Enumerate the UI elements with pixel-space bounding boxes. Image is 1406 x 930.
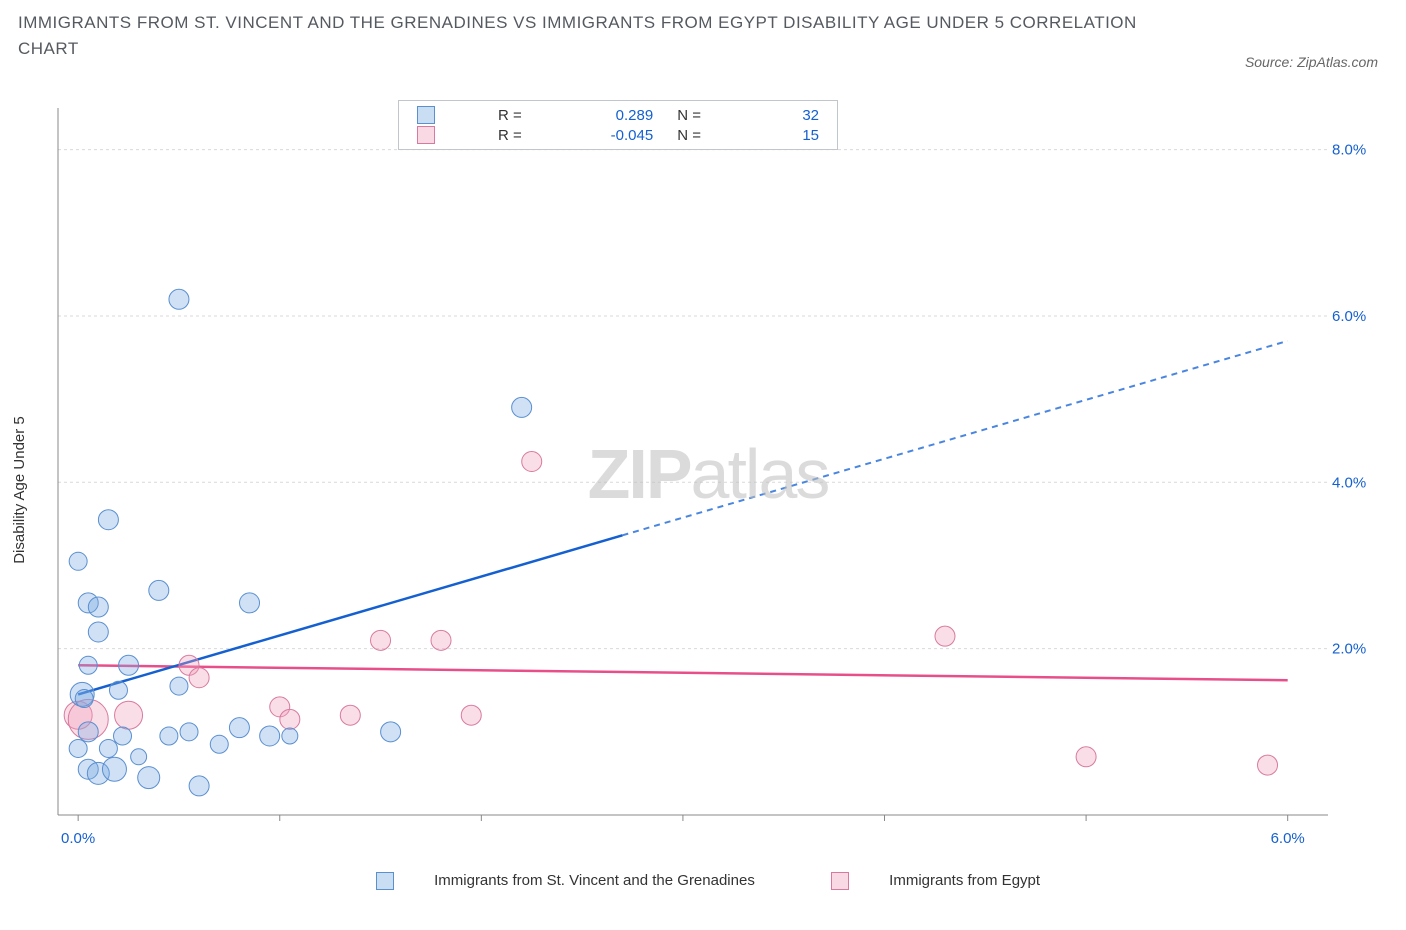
svg-text:6.0%: 6.0% bbox=[1332, 308, 1366, 325]
svg-text:8.0%: 8.0% bbox=[1332, 142, 1366, 159]
svg-text:0.0%: 0.0% bbox=[61, 830, 95, 847]
swatch-series-b-icon bbox=[831, 872, 849, 890]
legend-n-label: N = bbox=[659, 105, 773, 125]
swatch-series-a-icon bbox=[417, 106, 435, 124]
svg-text:6.0%: 6.0% bbox=[1271, 830, 1305, 847]
swatch-series-a-icon bbox=[376, 872, 394, 890]
legend-item-label: Immigrants from St. Vincent and the Gren… bbox=[434, 872, 755, 889]
legend-stats-row: R = 0.289 N = 32 bbox=[411, 105, 825, 125]
legend-n-value: 32 bbox=[773, 105, 825, 125]
chart-container: IMMIGRANTS FROM ST. VINCENT AND THE GREN… bbox=[0, 0, 1406, 930]
swatch-series-b-icon bbox=[417, 126, 435, 144]
svg-text:4.0%: 4.0% bbox=[1332, 474, 1366, 491]
chart-title: IMMIGRANTS FROM ST. VINCENT AND THE GREN… bbox=[18, 10, 1186, 61]
y-axis-label: Disability Age Under 5 bbox=[10, 100, 30, 880]
legend-r-label: R = bbox=[492, 105, 577, 125]
chart-area: 2.0%4.0%6.0%8.0%0.0%6.0% ZIPatlas R = 0.… bbox=[48, 100, 1368, 880]
chart-svg: 2.0% 4.0% 6.0% 8.0% 0.0% 6.0% bbox=[48, 100, 1368, 880]
legend-n-value: 15 bbox=[773, 125, 825, 145]
legend-r-value: 0.289 bbox=[577, 105, 659, 125]
legend-stats-row: R = -0.045 N = 15 bbox=[411, 125, 825, 145]
svg-text:2.0%: 2.0% bbox=[1332, 641, 1366, 658]
legend-r-value: -0.045 bbox=[577, 125, 659, 145]
legend-item: Immigrants from St. Vincent and the Gren… bbox=[358, 872, 777, 889]
legend-item-label: Immigrants from Egypt bbox=[889, 872, 1040, 889]
legend-r-label: R = bbox=[492, 125, 577, 145]
legend-stats: R = 0.289 N = 32 R = -0.045 N = 15 bbox=[398, 100, 838, 150]
legend-n-label: N = bbox=[659, 125, 773, 145]
legend-series: Immigrants from St. Vincent and the Gren… bbox=[48, 872, 1368, 890]
legend-item: Immigrants from Egypt bbox=[813, 872, 1058, 889]
source-label: Source: ZipAtlas.com bbox=[1245, 54, 1378, 70]
